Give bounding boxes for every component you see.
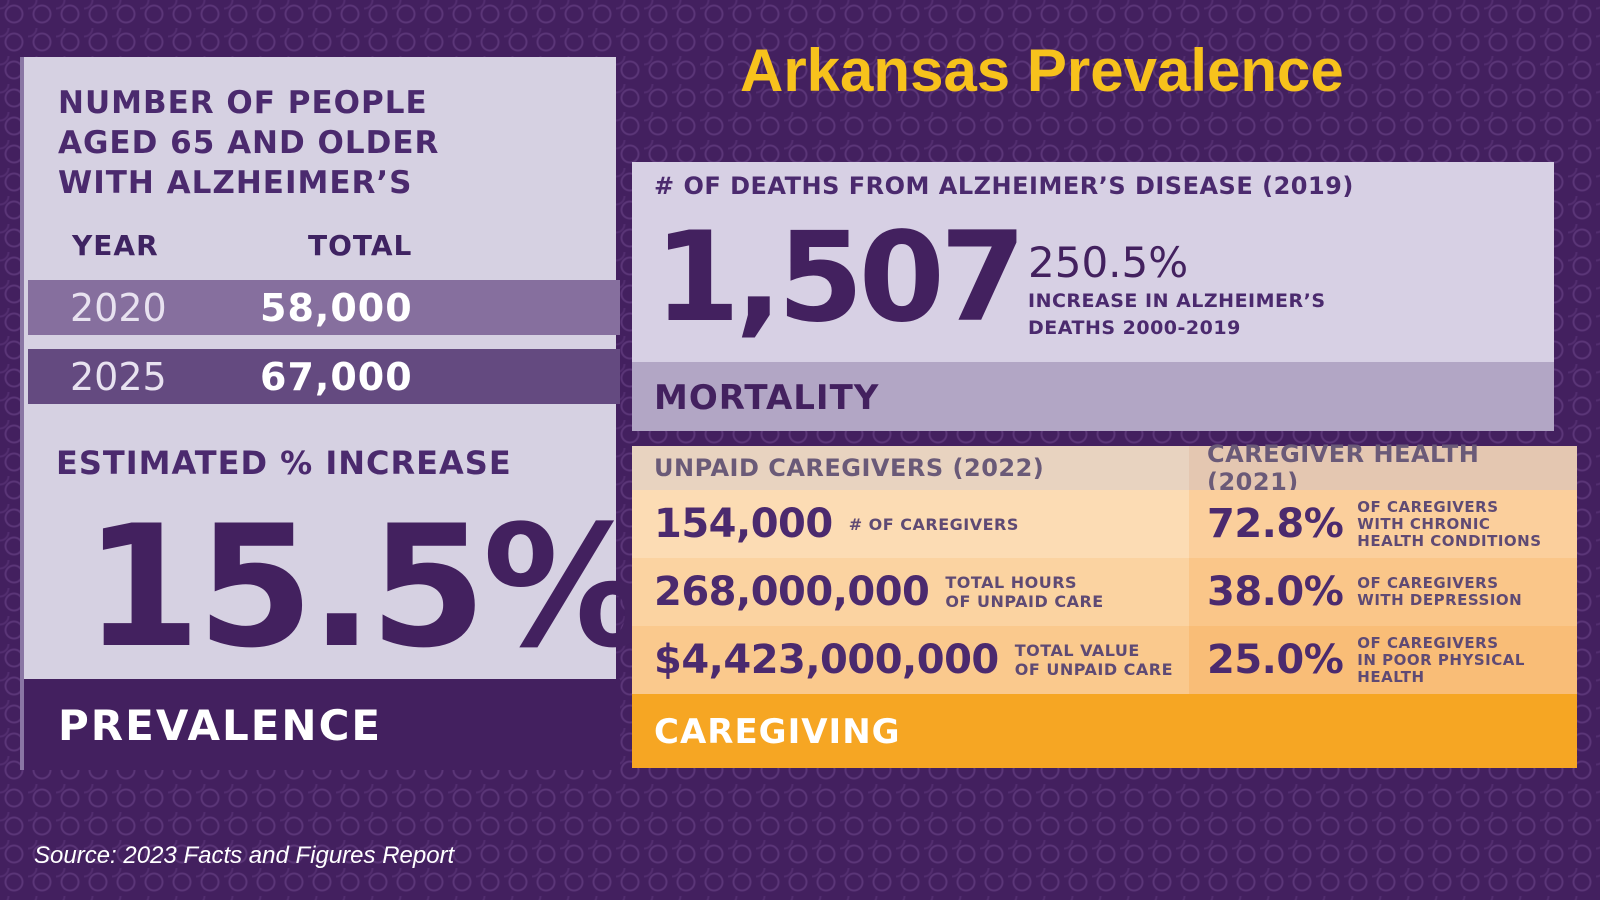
health-stat-value: 72.8% [1207, 501, 1344, 547]
health-stat-value: 25.0% [1207, 637, 1344, 683]
caregiving-footer: CAREGIVING [632, 694, 1577, 768]
list-item: 268,000,000 TOTAL HOURS OF UNPAID CARE [632, 558, 1189, 626]
mortality-footer: MORTALITY [632, 362, 1554, 431]
caregiver-stat-desc: TOTAL VALUE OF UNPAID CARE [1014, 641, 1174, 679]
health-stat-value: 38.0% [1207, 569, 1344, 615]
deaths-increase-pct: 250.5% [1028, 238, 1189, 287]
caregiver-stat-desc: # OF CAREGIVERS [848, 514, 1019, 534]
row-total: 67,000 [260, 354, 413, 399]
prevalence-footer: PREVALENCE [24, 679, 620, 770]
page-title: Arkansas Prevalence [740, 37, 1344, 104]
list-item: 38.0% OF CAREGIVERS WITH DEPRESSION [1189, 558, 1577, 626]
row-year: 2025 [70, 354, 167, 399]
table-row: 2025 67,000 [28, 349, 620, 404]
estimate-value: 15.5% [84, 489, 651, 685]
mortality-panel: # OF DEATHS FROM ALZHEIMER’S DISEASE (20… [632, 162, 1554, 431]
health-stat-desc: OF CAREGIVERS WITH DEPRESSION [1357, 574, 1523, 609]
deaths-increase-desc-line: INCREASE IN ALZHEIMER’S [1028, 290, 1326, 312]
caregiver-stat-value: 154,000 [654, 501, 833, 547]
table-row: 2020 58,000 [28, 280, 620, 335]
deaths-increase-desc-line: DEATHS 2000-2019 [1028, 317, 1241, 339]
caregiver-stat-value: 268,000,000 [654, 569, 930, 615]
prevalence-heading-line: WITH ALZHEIMER’S [58, 165, 413, 201]
health-stat-desc: OF CAREGIVERS IN POOR PHYSICAL HEALTH [1357, 633, 1525, 686]
caregiver-stat-value: $4,423,000,000 [654, 637, 999, 683]
unpaid-caregivers-heading: UNPAID CAREGIVERS (2022) [632, 446, 1189, 490]
list-item: 154,000 # OF CAREGIVERS [632, 490, 1189, 558]
deaths-increase-desc: INCREASE IN ALZHEIMER’S DEATHS 2000-2019 [1028, 288, 1408, 342]
list-item: $4,423,000,000 TOTAL VALUE OF UNPAID CAR… [632, 626, 1189, 694]
prevalence-footer-label: PREVALENCE [58, 701, 383, 750]
list-item: 25.0% OF CAREGIVERS IN POOR PHYSICAL HEA… [1189, 626, 1577, 694]
list-item: 72.8% OF CAREGIVERS WITH CHRONIC HEALTH … [1189, 490, 1577, 558]
prevalence-heading: NUMBER OF PEOPLE AGED 65 AND OLDER WITH … [58, 83, 439, 203]
total-column-header: TOTAL [308, 229, 413, 262]
prevalence-panel: NUMBER OF PEOPLE AGED 65 AND OLDER WITH … [20, 57, 651, 770]
estimate-label: ESTIMATED % INCREASE [56, 444, 512, 482]
caregiving-panel: UNPAID CAREGIVERS (2022) CAREGIVER HEALT… [632, 440, 1577, 768]
health-stat-desc: OF CAREGIVERS WITH CHRONIC HEALTH CONDIT… [1357, 497, 1542, 550]
caregiving-footer-label: CAREGIVING [654, 712, 901, 752]
mortality-footer-label: MORTALITY [654, 378, 880, 418]
row-year: 2020 [70, 285, 167, 330]
year-column-header: YEAR [72, 229, 159, 262]
row-total: 58,000 [260, 285, 413, 330]
mortality-heading: # OF DEATHS FROM ALZHEIMER’S DISEASE (20… [654, 172, 1354, 200]
caregiver-stat-desc: TOTAL HOURS OF UNPAID CARE [945, 573, 1104, 611]
caregiver-health-heading: CAREGIVER HEALTH (2021) [1189, 440, 1577, 496]
prevalence-heading-line: AGED 65 AND OLDER [58, 125, 440, 161]
deaths-count: 1,507 [654, 206, 1026, 350]
source-note: Source: 2023 Facts and Figures Report [34, 842, 455, 869]
prevalence-heading-line: NUMBER OF PEOPLE [58, 85, 428, 121]
